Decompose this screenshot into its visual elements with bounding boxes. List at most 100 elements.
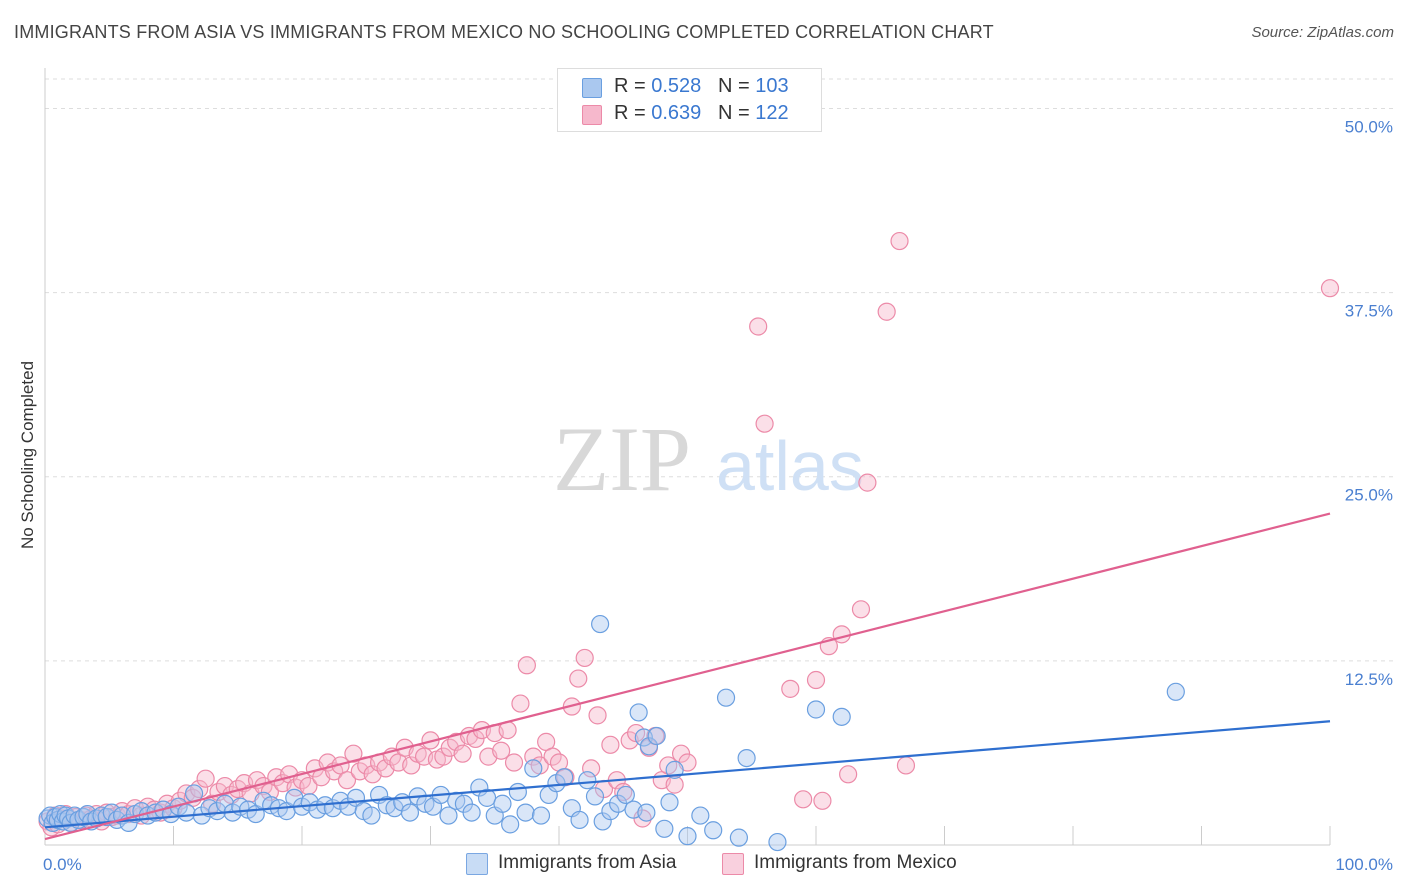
point-asia [531, 806, 551, 825]
point-mexico [858, 473, 877, 492]
point-asia [493, 794, 512, 813]
trend-lines [44, 512, 1331, 841]
point-mexico [511, 694, 530, 713]
point-mexico [794, 790, 813, 809]
legend-swatch-mexico [582, 105, 602, 125]
point-mexico [196, 769, 215, 788]
series-legend: Immigrants from Asia Immigrants from Mex… [0, 852, 1406, 876]
x-tick-label: 0.0% [43, 855, 82, 874]
point-mexico [896, 756, 916, 775]
point-mexico [877, 302, 896, 321]
legend-swatch-asia [466, 853, 488, 875]
point-mexico [749, 317, 768, 336]
point-asia [439, 806, 458, 825]
point-asia [570, 810, 589, 830]
point-mexico [755, 414, 774, 433]
legend-n-label: N = [717, 102, 756, 124]
point-asia [729, 828, 749, 847]
point-asia [737, 748, 756, 768]
series-asia [38, 614, 1185, 852]
legend-r-value: 0.639 [651, 102, 702, 124]
point-mexico [890, 231, 909, 251]
legend-swatch-mexico [722, 853, 744, 875]
point-mexico [806, 670, 826, 690]
point-mexico [832, 625, 851, 644]
point-asia [516, 803, 535, 822]
point-mexico [813, 791, 832, 810]
legend-text-asia: R = 0.528 N = 103 [614, 75, 789, 98]
legend-n-label: N = [717, 75, 756, 97]
point-mexico [569, 669, 588, 688]
watermark-atlas: atlas [716, 427, 864, 505]
point-asia [678, 827, 697, 846]
trend-line-mexico [44, 512, 1331, 841]
point-asia [362, 806, 381, 825]
legend-label-mexico: Immigrants from Mexico [754, 852, 957, 873]
point-mexico [614, 782, 633, 802]
point-mexico [344, 744, 363, 763]
point-asia [660, 793, 679, 812]
y-tick-label: 12.5% [1345, 670, 1393, 689]
point-mexico [851, 600, 871, 619]
legend-text-mexico: R = 0.639 N = 122 [614, 102, 789, 125]
point-asia [655, 819, 674, 838]
point-asia [629, 703, 648, 722]
point-asia [578, 771, 597, 790]
legend-r-label: R = [614, 75, 652, 97]
point-asia [691, 806, 710, 825]
point-mexico [1320, 279, 1340, 298]
point-asia [806, 700, 826, 719]
point-asia [601, 802, 620, 821]
y-tick-label: 25.0% [1345, 486, 1393, 505]
point-mexico [588, 706, 607, 725]
point-asia [462, 803, 481, 822]
point-asia [616, 785, 635, 805]
tick-labels: 12.5% 25.0% 37.5% 50.0% 0.0% 100.0% [43, 117, 1393, 874]
point-mexico [402, 756, 421, 775]
point-mexico [781, 679, 800, 698]
point-asia [1166, 682, 1185, 701]
point-mexico [299, 776, 318, 796]
correlation-legend: R = 0.528 N = 103 R = 0.639 N = 122 [557, 68, 822, 132]
y-tick-label: 50.0% [1345, 117, 1393, 136]
point-mexico [575, 648, 594, 668]
legend-r-label: R = [614, 102, 652, 124]
point-asia [177, 803, 196, 822]
legend-r-value: 0.528 [651, 75, 702, 97]
series-mexico [38, 231, 1340, 837]
point-asia [647, 726, 666, 746]
point-mexico [337, 771, 357, 790]
source-label: Source: ZipAtlas.com [1251, 24, 1394, 41]
point-asia [704, 821, 723, 840]
point-asia [591, 614, 610, 634]
point-mexico [582, 759, 601, 778]
grid-lines [45, 78, 1395, 662]
point-asia [637, 803, 656, 822]
legend-label-asia: Immigrants from Asia [498, 852, 677, 873]
legend-n-value: 122 [755, 102, 789, 124]
watermark: ZIP atlas [553, 408, 864, 510]
point-asia [400, 803, 420, 822]
point-mexico [620, 731, 639, 750]
point-asia [768, 832, 787, 852]
chart-title: IMMIGRANTS FROM ASIA VS IMMIGRANTS FROM … [14, 22, 994, 42]
point-asia [585, 787, 605, 806]
point-asia [832, 707, 851, 726]
point-mexico [517, 656, 536, 675]
watermark-zip: ZIP [553, 408, 691, 510]
point-asia [508, 782, 527, 802]
point-asia [501, 815, 520, 834]
point-mexico [601, 735, 620, 754]
legend-n-value: 103 [755, 75, 789, 97]
x-tick-label: 100.0% [1335, 855, 1393, 874]
trend-line-asia [44, 720, 1331, 829]
point-asia [555, 768, 574, 787]
point-asia [716, 688, 736, 707]
y-tick-label: 37.5% [1345, 302, 1393, 321]
point-asia [524, 759, 543, 778]
point-mexico [492, 741, 511, 760]
point-asia [208, 802, 227, 821]
point-mexico [839, 765, 858, 784]
point-mexico [453, 744, 472, 763]
